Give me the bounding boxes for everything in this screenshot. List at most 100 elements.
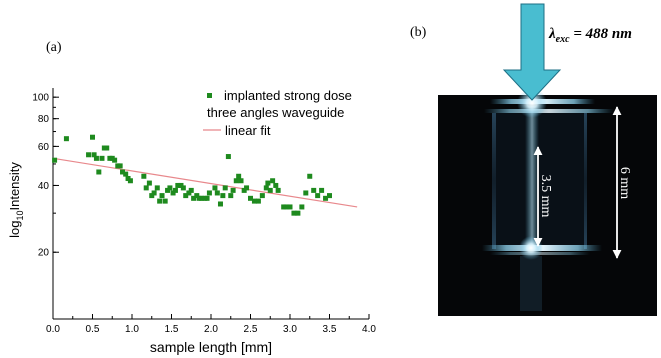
data-point	[244, 185, 250, 191]
data-point	[167, 185, 173, 191]
data-point	[120, 169, 126, 175]
panel-b: (b) 3.5 mm 6 mm λexc = 488 nm	[410, 3, 657, 316]
x-tick-label: 4.0	[362, 324, 376, 335]
data-point	[165, 187, 171, 193]
data-point	[112, 157, 118, 163]
sample-right-wall	[584, 113, 587, 249]
data-point	[283, 204, 289, 210]
data-point	[248, 195, 253, 201]
x-tick-label: 3.5	[323, 324, 337, 335]
x-ticks: 0.0 0.5 1.0 1.5 2.0 2.5 3.0 3.5 4.0	[46, 314, 376, 335]
data-point	[199, 195, 205, 201]
data-point	[63, 136, 69, 142]
data-point	[311, 187, 317, 193]
panel-a: (a) 0.0 0.5 1.0 1.5 2.0 2.5 3.0 3.5 4.0 20 40 60 80…	[7, 40, 376, 355]
data-point	[183, 193, 189, 199]
data-point	[319, 187, 325, 193]
data-point	[162, 198, 168, 204]
x-tick-label: 2.5	[244, 324, 258, 335]
data-point	[327, 193, 332, 199]
data-point	[159, 193, 165, 199]
data-point	[104, 145, 110, 151]
data-point	[303, 190, 309, 196]
data-point	[259, 193, 265, 199]
legend: implanted strong dose three angles waveg…	[203, 88, 352, 138]
data-point	[323, 195, 329, 201]
top-excitation-spot	[517, 88, 547, 118]
x-tick-label: 1.5	[165, 324, 179, 335]
data-point	[52, 157, 58, 163]
data-point	[263, 185, 269, 191]
data-point	[228, 193, 234, 199]
data-point	[220, 193, 226, 199]
legend-marker-square	[207, 93, 212, 98]
scale-label-long: 6 mm	[617, 167, 632, 199]
plot-area: 0.0 0.5 1.0 1.5 2.0 2.5 3.0 3.5 4.0 20 40 60 80 100	[32, 88, 376, 335]
data-point	[291, 210, 297, 216]
data-point	[175, 182, 181, 188]
data-point	[295, 210, 301, 216]
data-point	[123, 171, 129, 177]
x-tick-label: 2.0	[204, 324, 218, 335]
data-point	[149, 193, 155, 199]
data-point	[90, 134, 95, 140]
y-ticks: 20 40 60 80 100	[32, 93, 59, 259]
data-point	[236, 173, 242, 179]
x-tick-label: 1.0	[125, 324, 139, 335]
y-tick-label: 60	[38, 142, 50, 153]
data-point	[270, 178, 276, 184]
data-point	[206, 190, 212, 196]
data-point	[141, 173, 147, 179]
sample-left-wall	[492, 113, 496, 249]
legend-entry-series-line1: implanted strong dose	[224, 88, 352, 103]
data-point	[157, 198, 163, 204]
x-tick-label: 3.0	[283, 324, 297, 335]
data-point	[212, 185, 218, 191]
linear-fit-line	[52, 157, 358, 208]
data-point	[241, 187, 247, 193]
y-tick-label: 80	[38, 114, 50, 125]
data-point	[217, 201, 223, 207]
x-axis-label: sample length [mm]	[150, 339, 272, 355]
scale-label-short: 3.5 mm	[538, 175, 553, 218]
data-point	[151, 190, 157, 196]
data-point	[204, 195, 210, 201]
data-point	[233, 178, 239, 184]
linear-fit-layer	[52, 157, 358, 208]
data-point	[251, 198, 257, 204]
panel-b-label: (b)	[410, 25, 427, 40]
data-point	[307, 173, 313, 179]
x-tick-label: 0.0	[46, 324, 60, 335]
data-point	[230, 187, 236, 193]
data-point	[93, 155, 99, 161]
data-point	[188, 187, 194, 193]
legend-entry-linear-fit: linear fit	[225, 123, 271, 138]
excitation-arrow-icon	[502, 3, 562, 101]
waveguide-beam	[525, 106, 539, 250]
data-point	[273, 182, 279, 188]
data-point	[117, 163, 123, 169]
data-point	[267, 187, 273, 193]
data-point	[299, 204, 305, 210]
waveguide-photo: 3.5 mm 6 mm	[438, 88, 657, 316]
data-point	[315, 193, 321, 199]
data-point	[143, 185, 149, 191]
data-point	[275, 187, 281, 193]
panel-a-label: (a)	[46, 40, 62, 55]
data-point	[265, 180, 271, 186]
data-points-layer	[52, 134, 332, 216]
data-point	[287, 204, 293, 210]
data-point	[225, 154, 231, 160]
data-point	[172, 187, 178, 193]
data-point	[238, 178, 244, 184]
data-point	[214, 190, 220, 196]
x-tick-label: 0.5	[86, 324, 100, 335]
data-point	[222, 185, 228, 191]
y-tick-label: 20	[38, 248, 50, 259]
data-point	[154, 185, 160, 191]
data-point	[170, 190, 176, 196]
data-point	[99, 155, 105, 161]
y-tick-label: 40	[38, 181, 50, 192]
y-axis-label: log10Intensity	[7, 162, 25, 238]
